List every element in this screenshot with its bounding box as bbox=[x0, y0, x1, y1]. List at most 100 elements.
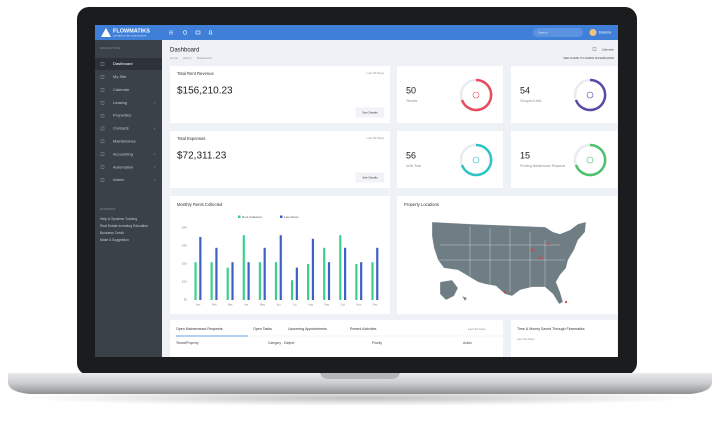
bar bbox=[231, 262, 234, 300]
x-tick-label: Jul bbox=[293, 303, 297, 307]
card bbox=[397, 131, 503, 188]
support-item[interactable]: Help & Systems Training bbox=[100, 217, 137, 221]
support-item[interactable]: Real Estate Investing Education bbox=[100, 224, 148, 228]
period-select[interactable]: Last 30 Days bbox=[366, 136, 384, 140]
nav-title: NAVIGATION bbox=[100, 46, 120, 50]
bar bbox=[295, 267, 298, 300]
map-title: Property Locations bbox=[404, 202, 439, 207]
nav-item[interactable]: Leasing bbox=[113, 100, 127, 105]
nav-item[interactable]: My Site bbox=[113, 74, 127, 79]
ring-icon bbox=[586, 156, 594, 164]
search-box[interactable] bbox=[533, 28, 583, 37]
card-value: $72,311.23 bbox=[177, 151, 227, 162]
y-tick-label: $0 bbox=[184, 298, 188, 302]
y-tick-label: $4K bbox=[182, 226, 187, 230]
bar bbox=[290, 280, 294, 300]
card-title: Total Expenses bbox=[177, 136, 205, 141]
nav-icon bbox=[100, 165, 105, 169]
nav-icon bbox=[100, 152, 105, 157]
location-pins bbox=[503, 243, 568, 304]
stat-label: Pending Maintenance Requests bbox=[520, 164, 566, 168]
period-select[interactable]: Last 30 Days bbox=[366, 71, 384, 75]
chevron bbox=[153, 153, 156, 156]
card bbox=[511, 66, 617, 123]
legend-swatch bbox=[238, 215, 241, 218]
x-tick-label: Aug bbox=[308, 303, 313, 307]
stat-value: 50 bbox=[406, 85, 416, 95]
bar bbox=[279, 235, 282, 300]
tab[interactable]: Upcoming Appointments bbox=[288, 327, 327, 331]
top-bar bbox=[95, 25, 618, 40]
card bbox=[511, 320, 617, 357]
tagline: SOFTWARE FOR REAL ESTATE INVESTORS bbox=[113, 34, 146, 37]
card bbox=[511, 131, 617, 188]
column-header: Action bbox=[463, 341, 472, 345]
calendar-icon[interactable] bbox=[592, 47, 597, 51]
bar bbox=[242, 235, 245, 300]
nav-icon bbox=[100, 88, 105, 92]
column-header: Category - Subject bbox=[268, 341, 295, 345]
ring-icon bbox=[586, 91, 594, 99]
stat-label: Occupied Units bbox=[520, 99, 542, 103]
chevron bbox=[153, 178, 156, 182]
savings-title: Time & Money Saved Through Flowmatiks bbox=[517, 327, 585, 331]
nav-item[interactable]: Calendar bbox=[113, 87, 130, 92]
chevron bbox=[153, 101, 156, 104]
us-map bbox=[431, 221, 587, 305]
nav-item[interactable]: Dashboard bbox=[113, 61, 133, 66]
bar bbox=[323, 247, 326, 300]
x-tick-label: Nov bbox=[356, 303, 362, 307]
button[interactable] bbox=[355, 107, 385, 118]
x-tick-label: Jan bbox=[196, 303, 201, 307]
stat-label: Tenants bbox=[406, 99, 418, 103]
toolbar-icons bbox=[169, 30, 213, 35]
ring bbox=[460, 78, 493, 112]
nav-item[interactable]: Maintenance bbox=[113, 138, 137, 143]
nav-item[interactable]: Contacts bbox=[113, 126, 129, 131]
bar bbox=[263, 247, 266, 300]
stat-label: Units Total bbox=[406, 164, 421, 168]
user-name[interactable]: Deanna bbox=[599, 31, 611, 35]
button[interactable] bbox=[355, 172, 385, 183]
nav-item[interactable]: Admin bbox=[113, 177, 124, 182]
legend-label: Rent Collected bbox=[242, 215, 262, 219]
tab[interactable]: Recent Activities bbox=[350, 327, 377, 331]
laptop-base bbox=[8, 373, 712, 394]
period-select[interactable]: Last 30 Days bbox=[468, 327, 486, 331]
search-placeholder[interactable]: Search bbox=[538, 30, 548, 34]
nav-icon bbox=[100, 100, 105, 105]
nav-item[interactable]: Accounting bbox=[113, 151, 133, 156]
period-select[interactable]: Last 30 Days bbox=[517, 337, 535, 341]
y-tick-label: $2K bbox=[182, 262, 187, 266]
breadcrumb[interactable]: Home bbox=[170, 56, 178, 60]
bar bbox=[307, 264, 310, 300]
bar bbox=[327, 262, 331, 300]
button-label[interactable]: See Details bbox=[362, 110, 378, 114]
legend-swatch bbox=[280, 215, 283, 218]
nav-item[interactable]: Automation bbox=[113, 164, 133, 169]
ring-icon bbox=[472, 91, 480, 99]
nav-icon bbox=[100, 75, 105, 79]
bar bbox=[311, 238, 315, 300]
ring bbox=[460, 143, 493, 177]
button-label[interactable]: See Details bbox=[362, 175, 378, 179]
support-title: SUPPORT bbox=[100, 207, 116, 211]
notch bbox=[320, 373, 400, 379]
avatar[interactable] bbox=[589, 29, 597, 36]
support-item[interactable]: Business Credit bbox=[100, 231, 124, 235]
support-item[interactable]: Make A Suggestion bbox=[100, 238, 129, 242]
chevron bbox=[153, 166, 156, 169]
ring-icon bbox=[472, 156, 480, 164]
bar bbox=[376, 247, 379, 300]
calendar-link[interactable]: Calendar bbox=[602, 47, 614, 51]
tab[interactable]: Open Maintenance Requests bbox=[176, 327, 223, 331]
bar bbox=[355, 264, 358, 300]
nav-item[interactable]: Properties bbox=[113, 113, 131, 118]
tab[interactable]: Open Tasks bbox=[253, 327, 272, 331]
breadcrumb: Dashboard bbox=[197, 56, 212, 60]
x-tick-label: Feb bbox=[212, 303, 217, 307]
breadcrumb[interactable]: Admin bbox=[183, 56, 192, 60]
card bbox=[170, 66, 390, 123]
y-tick-label: $3K bbox=[182, 244, 187, 248]
